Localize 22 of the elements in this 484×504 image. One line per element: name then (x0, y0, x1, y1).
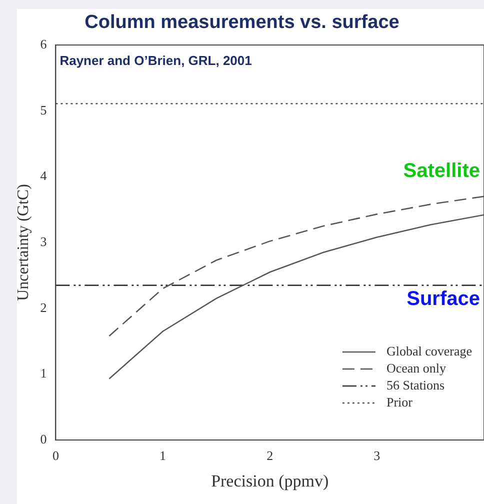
annotation: Satellite (403, 160, 480, 182)
x-tick-label: 3 (374, 448, 380, 464)
chart-title: Column measurements vs. surface (84, 12, 400, 34)
x-tick-label: 0 (52, 448, 59, 464)
annotation: Surface (406, 288, 480, 310)
y-tick-label: 5 (40, 102, 47, 118)
y-axis-title: Uncertainty (GtC) (14, 184, 32, 301)
annotation: Rayner and O’Brien, GRL, 2001 (60, 53, 252, 68)
y-tick-label: 3 (40, 234, 47, 249)
x-tick-label: 2 (266, 448, 274, 464)
x-tick-label: 1 (160, 448, 166, 464)
legend-label: Global coverage (386, 343, 472, 358)
y-tick-label: 0 (40, 431, 47, 446)
x-axis-title: Precision (ppmv) (211, 471, 329, 490)
legend-label: Ocean only (386, 360, 447, 376)
y-tick-label: 6 (40, 36, 48, 52)
y-tick-label: 4 (40, 168, 48, 184)
legend-label: Prior (386, 394, 414, 410)
legend-label: 56 Stations (386, 377, 445, 392)
y-tick-label: 1 (40, 366, 47, 381)
y-tick-label: 2 (40, 300, 47, 315)
line-series (108, 196, 484, 337)
